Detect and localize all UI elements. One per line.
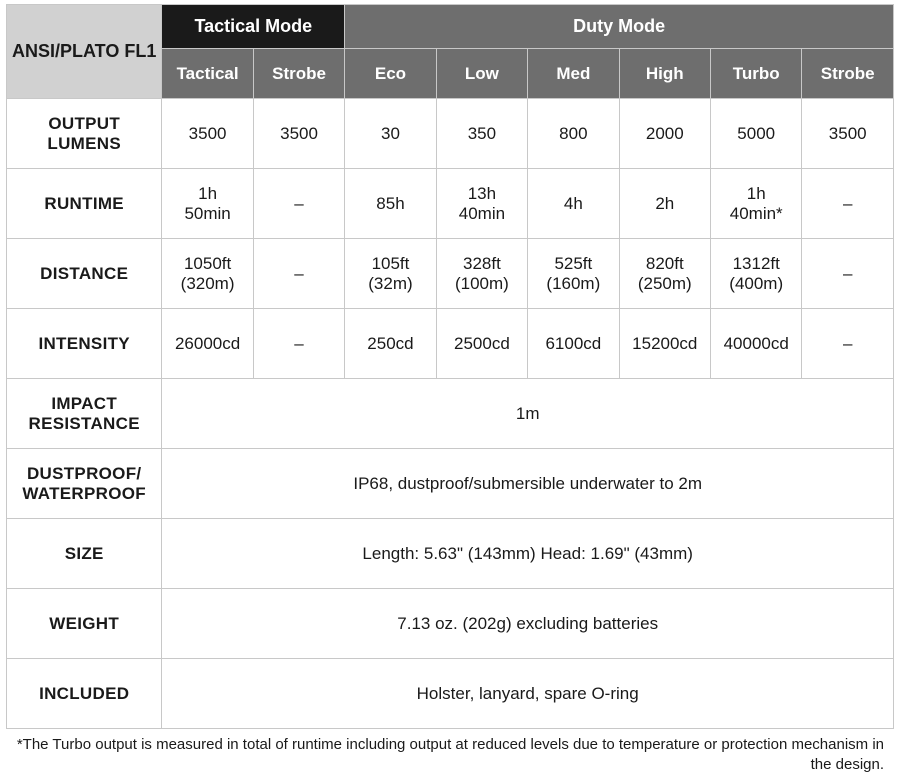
- cell: 350: [436, 99, 527, 169]
- table-row: DISTANCE1050ft(320m)–105ft(32m)328ft(100…: [7, 239, 894, 309]
- row-label: INTENSITY: [7, 309, 162, 379]
- table-row: OUTPUTLUMENS3500350030350800200050003500: [7, 99, 894, 169]
- cell: 800: [528, 99, 619, 169]
- cell-full: Length: 5.63" (143mm) Head: 1.69" (43mm): [162, 519, 894, 589]
- table-body: OUTPUTLUMENS3500350030350800200050003500…: [7, 99, 894, 729]
- cell: 85h: [345, 169, 436, 239]
- cell: 250cd: [345, 309, 436, 379]
- col-strobe-duty: Strobe: [802, 49, 894, 99]
- cell: –: [802, 169, 894, 239]
- cell: 6100cd: [528, 309, 619, 379]
- cell: 3500: [802, 99, 894, 169]
- cell-full: IP68, dustproof/submersible underwater t…: [162, 449, 894, 519]
- cell: 820ft(250m): [619, 239, 710, 309]
- row-label: SIZE: [7, 519, 162, 589]
- col-strobe-tac: Strobe: [253, 49, 344, 99]
- cell: 105ft(32m): [345, 239, 436, 309]
- col-high: High: [619, 49, 710, 99]
- cell: –: [253, 239, 344, 309]
- cell: 1h40min*: [711, 169, 802, 239]
- spec-table: ANSI/PLATO FL1 Tactical Mode Duty Mode T…: [6, 4, 894, 729]
- cell: 3500: [253, 99, 344, 169]
- cell: 1050ft(320m): [162, 239, 253, 309]
- col-tactical: Tactical: [162, 49, 253, 99]
- row-label: RUNTIME: [7, 169, 162, 239]
- corner-label: ANSI/PLATO FL1: [7, 5, 162, 99]
- cell: 525ft(160m): [528, 239, 619, 309]
- cell: 1h50min: [162, 169, 253, 239]
- cell-full: 7.13 oz. (202g) excluding batteries: [162, 589, 894, 659]
- cell: 3500: [162, 99, 253, 169]
- cell: 2500cd: [436, 309, 527, 379]
- cell: 40000cd: [711, 309, 802, 379]
- cell-full: Holster, lanyard, spare O-ring: [162, 659, 894, 729]
- table-row: SIZELength: 5.63" (143mm) Head: 1.69" (4…: [7, 519, 894, 589]
- row-label: OUTPUTLUMENS: [7, 99, 162, 169]
- table-row: RUNTIME1h50min–85h13h40min4h2h1h40min*–: [7, 169, 894, 239]
- col-eco: Eco: [345, 49, 436, 99]
- cell: –: [253, 309, 344, 379]
- col-turbo: Turbo: [711, 49, 802, 99]
- cell: 1312ft(400m): [711, 239, 802, 309]
- footnote: *The Turbo output is measured in total o…: [6, 729, 894, 774]
- cell: –: [253, 169, 344, 239]
- cell: 5000: [711, 99, 802, 169]
- cell: 15200cd: [619, 309, 710, 379]
- cell: 2h: [619, 169, 710, 239]
- row-label: INCLUDED: [7, 659, 162, 729]
- header-mode-row: ANSI/PLATO FL1 Tactical Mode Duty Mode: [7, 5, 894, 49]
- table-row: IMPACTRESISTANCE1m: [7, 379, 894, 449]
- mode-group-duty: Duty Mode: [345, 5, 894, 49]
- row-label: DISTANCE: [7, 239, 162, 309]
- cell: 30: [345, 99, 436, 169]
- cell: 328ft(100m): [436, 239, 527, 309]
- col-low: Low: [436, 49, 527, 99]
- table-row: WEIGHT7.13 oz. (202g) excluding batterie…: [7, 589, 894, 659]
- cell: –: [802, 309, 894, 379]
- col-med: Med: [528, 49, 619, 99]
- table-row: INTENSITY26000cd–250cd2500cd6100cd15200c…: [7, 309, 894, 379]
- row-label: IMPACTRESISTANCE: [7, 379, 162, 449]
- cell: –: [802, 239, 894, 309]
- cell: 13h40min: [436, 169, 527, 239]
- cell-full: 1m: [162, 379, 894, 449]
- cell: 2000: [619, 99, 710, 169]
- cell: 4h: [528, 169, 619, 239]
- mode-group-tactical: Tactical Mode: [162, 5, 345, 49]
- row-label: WEIGHT: [7, 589, 162, 659]
- table-row: INCLUDEDHolster, lanyard, spare O-ring: [7, 659, 894, 729]
- table-row: DUSTPROOF/WATERPROOFIP68, dustproof/subm…: [7, 449, 894, 519]
- row-label: DUSTPROOF/WATERPROOF: [7, 449, 162, 519]
- cell: 26000cd: [162, 309, 253, 379]
